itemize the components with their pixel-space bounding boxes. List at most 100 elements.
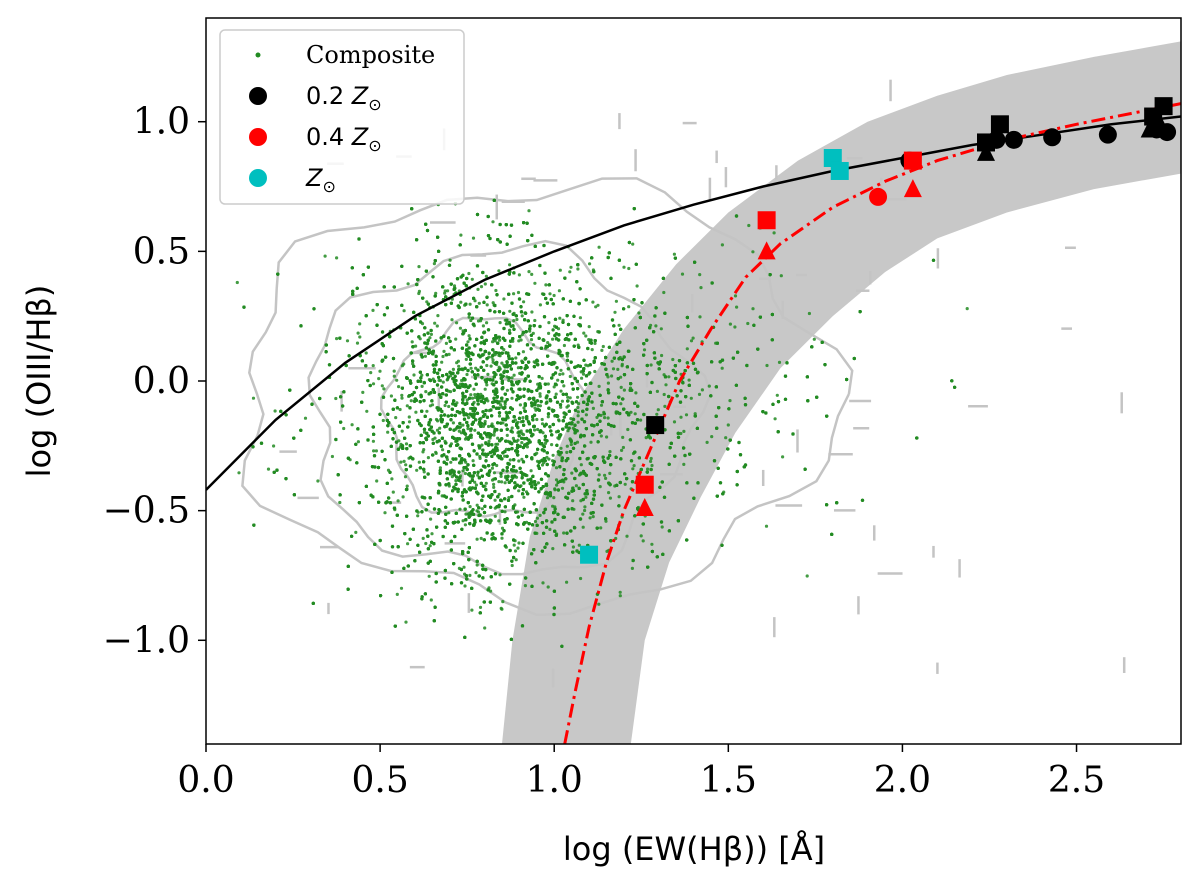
composite-point — [807, 311, 812, 316]
composite-point — [478, 605, 483, 610]
composite-point — [543, 441, 548, 445]
composite-point — [649, 323, 653, 327]
composite-point — [660, 525, 664, 529]
composite-point — [634, 391, 638, 395]
composite-point — [507, 378, 511, 383]
composite-points — [235, 198, 969, 648]
composite-point — [467, 416, 471, 420]
composite-point — [521, 350, 526, 354]
composite-point — [622, 265, 626, 269]
composite-point — [473, 299, 477, 303]
composite-point — [489, 364, 493, 368]
composite-point — [698, 315, 702, 319]
composite-point — [536, 427, 540, 432]
composite-point — [604, 476, 608, 480]
composite-point — [500, 399, 504, 403]
composite-point — [565, 580, 569, 584]
composite-point — [356, 331, 360, 335]
composite-point — [425, 300, 429, 304]
composite-point — [427, 574, 431, 578]
composite-point — [556, 327, 561, 331]
composite-point — [515, 317, 519, 322]
composite-point — [610, 359, 614, 363]
composite-point — [371, 364, 375, 368]
composite-point — [545, 496, 550, 500]
composite-point — [495, 463, 499, 468]
composite-point — [380, 384, 384, 388]
composite-point — [538, 394, 542, 398]
composite-point — [447, 352, 451, 356]
composite-point — [559, 368, 563, 372]
composite-point — [610, 374, 614, 378]
composite-point — [614, 299, 619, 303]
composite-point — [443, 291, 447, 295]
composite-point — [642, 348, 647, 352]
composite-point — [483, 387, 487, 391]
composite-point — [520, 441, 524, 445]
composite-point — [606, 416, 610, 420]
composite-point — [484, 481, 488, 485]
composite-point — [485, 321, 489, 325]
composite-point — [559, 389, 563, 393]
composite-point — [619, 375, 623, 379]
composite-point — [500, 361, 504, 365]
composite-point — [579, 576, 583, 581]
composite-point — [447, 511, 451, 515]
composite-point — [536, 403, 540, 408]
composite-point — [500, 480, 504, 484]
composite-point — [565, 354, 570, 358]
composite-point — [469, 366, 473, 370]
composite-point — [424, 541, 428, 546]
composite-point — [364, 351, 368, 355]
composite-point — [552, 496, 556, 500]
composite-point — [576, 414, 580, 418]
composite-point — [538, 392, 542, 396]
composite-point — [251, 396, 256, 400]
composite-point — [775, 393, 779, 397]
composite-point — [428, 336, 432, 340]
composite-point — [523, 584, 528, 588]
composite-point — [698, 273, 702, 277]
composite-point — [475, 503, 479, 507]
composite-point — [410, 340, 414, 344]
composite-point — [646, 467, 650, 471]
composite-point — [599, 526, 603, 530]
composite-point — [566, 395, 570, 399]
composite-point — [598, 485, 602, 489]
composite-point — [581, 512, 585, 516]
composite-point — [689, 396, 693, 400]
composite-point — [530, 272, 534, 276]
composite-point — [505, 433, 509, 437]
composite-point — [510, 396, 514, 400]
composite-point — [629, 410, 633, 414]
composite-point — [671, 357, 675, 362]
composite-point — [689, 339, 694, 343]
composite-point — [403, 475, 408, 479]
composite-point — [437, 378, 441, 382]
composite-point — [464, 512, 468, 516]
composite-point — [432, 262, 436, 266]
composite-point — [484, 274, 488, 278]
composite-point — [455, 321, 459, 325]
composite-point — [514, 558, 518, 562]
composite-point — [462, 565, 466, 569]
composite-point — [458, 326, 462, 330]
composite-point — [574, 484, 579, 488]
composite-point — [378, 369, 382, 373]
composite-point — [438, 426, 442, 430]
composite-point — [558, 316, 562, 320]
composite-point — [529, 469, 533, 473]
composite-point — [533, 281, 537, 285]
composite-point — [498, 321, 502, 325]
composite-point — [535, 516, 540, 520]
composite-point — [650, 542, 654, 546]
composite-point — [575, 440, 580, 444]
composite-point — [530, 310, 534, 314]
composite-point — [487, 439, 491, 443]
composite-point — [273, 409, 277, 413]
composite-point — [438, 466, 442, 470]
composite-point — [496, 436, 500, 440]
composite-point — [584, 495, 588, 499]
composite-point — [527, 209, 531, 213]
composite-point — [679, 415, 683, 419]
